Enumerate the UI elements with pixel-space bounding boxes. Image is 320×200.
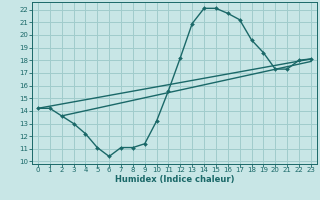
X-axis label: Humidex (Indice chaleur): Humidex (Indice chaleur) [115, 175, 234, 184]
